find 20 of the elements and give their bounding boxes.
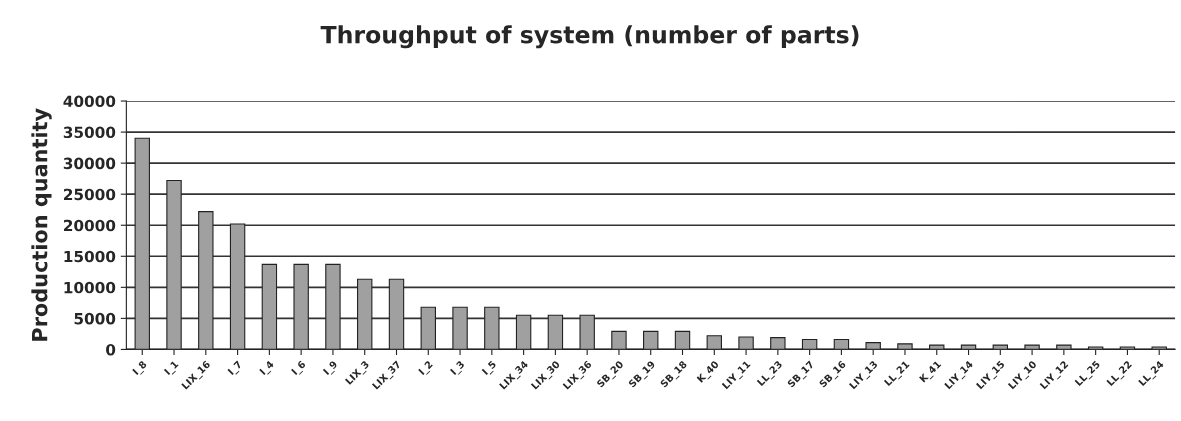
y-tick-label: 20000 (64, 219, 116, 232)
y-tick-label: 30000 (63, 157, 116, 170)
x-tick-label: I_4 (259, 360, 276, 377)
x-tick-label: I_6 (291, 360, 308, 377)
y-tick-label: 35000 (63, 126, 116, 139)
y-axis-title: Production quantity (31, 108, 52, 341)
chart-title: Throughput of system (number of parts) (320, 25, 859, 49)
y-tick-label: 5000 (74, 312, 116, 325)
y-tick-label: 0 (106, 343, 116, 356)
x-tick-label: I_9 (322, 360, 340, 377)
y-tick-label: 25000 (64, 188, 116, 201)
x-tick-label: I_8 (132, 360, 149, 377)
x-tick-label: I_5 (481, 360, 499, 377)
y-tick-label: 40000 (63, 95, 116, 108)
x-tick-label: I_7 (227, 360, 244, 377)
y-tick-label: 10000 (64, 281, 116, 294)
x-tick-label: I_3 (449, 360, 467, 377)
y-tick-label: 15000 (64, 250, 116, 263)
x-tick-label: I_2 (418, 360, 435, 377)
x-tick-label: I_1 (163, 360, 181, 377)
